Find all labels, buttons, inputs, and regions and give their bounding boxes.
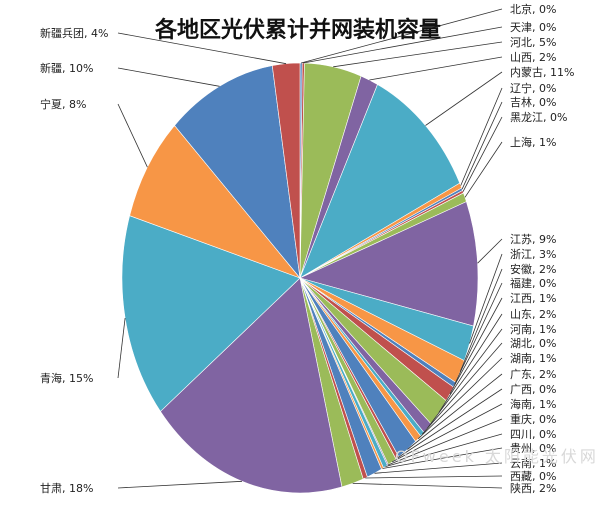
slice-label-重庆: 重庆, 0% bbox=[510, 412, 556, 426]
leader-line-甘肃 bbox=[117, 480, 243, 489]
leader-line-山东 bbox=[438, 313, 503, 413]
slice-label-黑龙江: 黑龙江, 0% bbox=[510, 111, 567, 124]
leader-line-上海 bbox=[464, 141, 503, 198]
slice-label-山西: 山西, 2% bbox=[510, 51, 556, 64]
leader-line-湖北 bbox=[421, 342, 503, 435]
leader-line-江苏 bbox=[477, 238, 503, 264]
slice-label-新疆: 新疆, 10% bbox=[40, 61, 93, 75]
leader-line-河南 bbox=[427, 328, 503, 429]
leader-line-广西 bbox=[397, 388, 503, 459]
leader-line-青海 bbox=[117, 318, 126, 379]
leader-line-内蒙古 bbox=[425, 71, 503, 126]
leader-line-安徽 bbox=[459, 268, 503, 372]
slice-label-北京: 北京, 0% bbox=[510, 2, 556, 16]
slice-label-新疆兵团: 新疆兵团, 4% bbox=[40, 26, 108, 40]
slice-label-吉林: 吉林, 0% bbox=[510, 95, 556, 109]
slice-label-山东: 山东, 2% bbox=[510, 308, 556, 321]
leader-line-陕西 bbox=[352, 483, 503, 489]
slice-label-上海: 上海, 1% bbox=[510, 135, 556, 149]
slice-label-辽宁: 辽宁, 0% bbox=[510, 81, 556, 95]
leader-line-辽宁 bbox=[460, 87, 503, 186]
leader-line-海南 bbox=[392, 403, 503, 463]
leader-line-天津 bbox=[303, 26, 503, 64]
leader-line-贵州 bbox=[382, 447, 503, 469]
leader-line-广东 bbox=[407, 373, 503, 450]
slice-label-湖南: 湖南, 1% bbox=[510, 352, 556, 365]
pie-slices bbox=[121, 62, 479, 494]
slice-label-陕西: 陕西, 2% bbox=[510, 481, 556, 495]
pie-slice-内蒙古 bbox=[299, 84, 461, 279]
leader-line-宁夏 bbox=[117, 103, 148, 168]
slice-label-安徽: 安徽, 2% bbox=[510, 262, 556, 276]
slice-label-内蒙古: 内蒙古, 11% bbox=[510, 65, 574, 79]
leader-line-江西 bbox=[449, 297, 503, 395]
leader-line-吉林 bbox=[461, 101, 503, 190]
pie-slice-宁夏 bbox=[129, 125, 301, 279]
leader-line-新疆 bbox=[117, 67, 220, 87]
leader-line-福建 bbox=[454, 282, 503, 385]
leader-lines bbox=[117, 8, 503, 489]
leader-line-浙江 bbox=[469, 253, 503, 344]
slice-label-江苏: 江苏, 9% bbox=[510, 233, 556, 246]
slice-label-河南: 河南, 1% bbox=[510, 323, 556, 336]
leader-line-北京 bbox=[300, 8, 503, 64]
slice-label-四川: 四川, 0% bbox=[510, 428, 556, 441]
slice-label-河北: 河北, 5% bbox=[510, 36, 556, 49]
slice-label-贵州: 贵州, 0% bbox=[510, 442, 556, 455]
chart-title: 各地区光伏累计并网装机容量 bbox=[154, 17, 441, 43]
slice-labels: 北京, 0% 天津, 0% 河北, 5% 山西, 2%内蒙古, 11% 辽宁, 0%吉林… bbox=[40, 2, 574, 495]
slice-label-江西: 江西, 1% bbox=[510, 292, 556, 305]
pie-slice-甘肃 bbox=[160, 277, 343, 494]
slice-label-海南: 海南, 1% bbox=[510, 397, 556, 411]
leader-line-新疆兵团 bbox=[117, 32, 287, 65]
slice-label-湖北: 湖北, 0% bbox=[510, 337, 556, 350]
slice-label-甘肃: 甘肃, 18% bbox=[40, 482, 93, 495]
slice-label-广西: 广西, 0% bbox=[510, 383, 556, 396]
slice-label-宁夏: 宁夏, 8% bbox=[40, 97, 86, 111]
slice-label-西藏: 西藏, 0% bbox=[510, 470, 556, 483]
slice-label-福建: 福建, 0% bbox=[510, 276, 556, 290]
leader-line-山西 bbox=[369, 56, 503, 81]
leader-line-河北 bbox=[333, 41, 503, 68]
leader-line-西藏 bbox=[365, 475, 503, 479]
slice-label-青海: 青海, 15% bbox=[40, 371, 93, 385]
slice-label-浙江: 浙江, 3% bbox=[510, 248, 556, 261]
leader-line-重庆 bbox=[387, 418, 503, 466]
pie-slice-江苏 bbox=[299, 201, 479, 327]
slice-label-云南: 云南, 1% bbox=[510, 457, 556, 470]
slice-label-天津: 天津, 0% bbox=[510, 21, 556, 34]
leader-line-云南 bbox=[374, 462, 503, 474]
leader-line-黑龙江 bbox=[462, 116, 503, 192]
slice-label-广东: 广东, 2% bbox=[510, 368, 556, 381]
leader-line-湖南 bbox=[417, 357, 503, 440]
watermark-logo: OFweek 太阳能光伏网 bbox=[395, 447, 599, 466]
leader-line-四川 bbox=[385, 433, 503, 467]
